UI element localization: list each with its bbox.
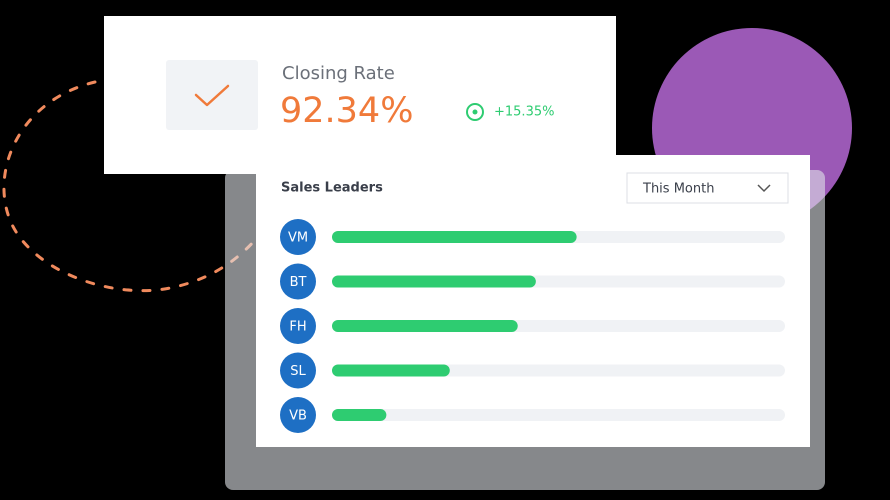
avatar — [280, 263, 316, 300]
metric-value: 92.34% — [280, 91, 413, 131]
bar-track — [332, 409, 785, 421]
trend-icon — [466, 103, 484, 121]
avatar — [280, 352, 316, 389]
avatar-initials: BT — [290, 275, 307, 290]
check-icon — [194, 84, 230, 107]
avatar-initials: VB — [289, 409, 307, 424]
panel-title: Sales Leaders — [281, 181, 383, 196]
bar — [332, 364, 450, 377]
bar — [332, 231, 577, 243]
bar — [332, 409, 387, 421]
avatar-initials: VM — [288, 231, 308, 246]
avatar — [280, 308, 316, 344]
bar — [332, 320, 518, 332]
closing-rate-card: Closing Rate 92.34% +15.35% — [104, 16, 616, 174]
metric-change: +15.35% — [494, 105, 554, 120]
avatar — [280, 397, 316, 433]
decor-dashes — [2, 80, 257, 293]
avatar — [280, 219, 316, 255]
avatar-initials: FH — [289, 320, 306, 335]
dropdown-chevron[interactable] — [757, 184, 771, 193]
bar — [332, 275, 536, 288]
panel — [256, 155, 810, 447]
trend-dot — [472, 109, 478, 115]
icon-box — [166, 60, 258, 130]
avatar-initials: SL — [290, 364, 306, 379]
sales-leaders-panel: Sales Leaders This Month VM BT FH SL VB — [225, 155, 825, 490]
dropdown-label[interactable]: This Month — [642, 182, 714, 197]
metric-label: Closing Rate — [282, 63, 395, 84]
filter-dropdown[interactable]: This Month — [626, 172, 789, 204]
